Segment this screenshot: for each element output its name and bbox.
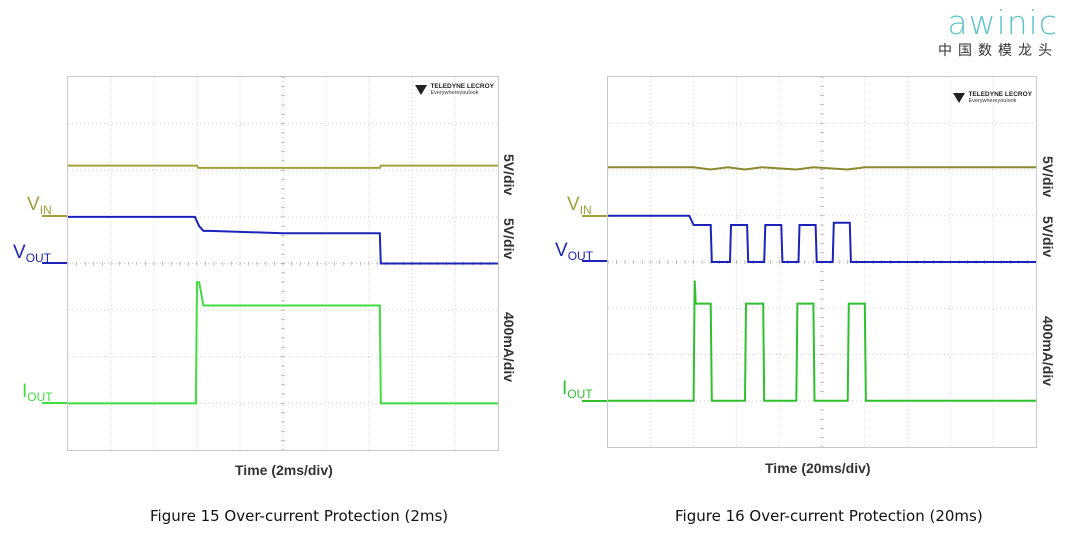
trace-vout	[68, 215, 498, 265]
trace-vin	[608, 166, 1036, 171]
trace-vin	[68, 164, 498, 169]
brand-slogan: Everywhereyoulook	[968, 98, 1017, 104]
x-axis-label: Time (2ms/div)	[235, 462, 333, 478]
trace-iout	[608, 280, 1036, 402]
awinic-logo: awinic 中国数模龙头	[938, 4, 1058, 60]
vout-scale-label: 5V/div	[1040, 216, 1056, 258]
trace-vout	[608, 214, 1036, 263]
figure-caption: Figure 16 Over-current Protection (20ms)	[675, 507, 983, 525]
brand-name: TELEDYNE LECROY	[968, 91, 1032, 98]
scope-screen-20ms: TELEDYNE LECROY Everywhereyoulook	[607, 76, 1037, 448]
iout-scale-label: 400mA/div	[1040, 316, 1056, 387]
vout-marker	[42, 262, 67, 264]
vin-marker	[582, 215, 607, 217]
teledyne-lecroy-brand: TELEDYNE LECROY Everywhereyoulook	[953, 91, 1032, 104]
brand-name: TELEDYNE LECROY	[430, 83, 494, 90]
iout-marker	[42, 402, 67, 404]
vin-label: VIN	[27, 194, 52, 217]
trace-iout	[68, 281, 498, 405]
scope-screen-2ms: TELEDYNE LECROY Everywhereyoulook	[67, 76, 499, 451]
iout-marker	[582, 400, 607, 402]
logo-tagline: 中国数模龙头	[938, 43, 1058, 59]
vout-marker	[582, 260, 607, 262]
vin-scale-label: 5V/div	[501, 154, 517, 196]
vout-label: VOUT	[13, 242, 52, 265]
vin-label: VIN	[567, 194, 592, 217]
vin-marker	[42, 215, 67, 217]
teledyne-logo-icon	[415, 84, 428, 95]
figure-caption: Figure 15 Over-current Protection (2ms)	[150, 507, 449, 525]
vout-label: VOUT	[555, 240, 594, 263]
x-axis-label: Time (20ms/div)	[765, 460, 871, 476]
brand-slogan: Everywhereyoulook	[430, 90, 479, 96]
scope-plot-2ms	[68, 77, 498, 450]
iout-scale-label: 400mA/div	[501, 312, 517, 383]
iout-label: IOUT	[562, 378, 593, 401]
iout-label: IOUT	[22, 381, 53, 404]
scope-plot-20ms	[608, 77, 1036, 447]
vout-scale-label: 5V/div	[501, 218, 517, 260]
vin-scale-label: 5V/div	[1040, 156, 1056, 198]
teledyne-lecroy-brand: TELEDYNE LECROY Everywhereyoulook	[415, 83, 494, 96]
logo-wordmark: awinic	[947, 3, 1058, 42]
teledyne-logo-icon	[953, 92, 966, 103]
